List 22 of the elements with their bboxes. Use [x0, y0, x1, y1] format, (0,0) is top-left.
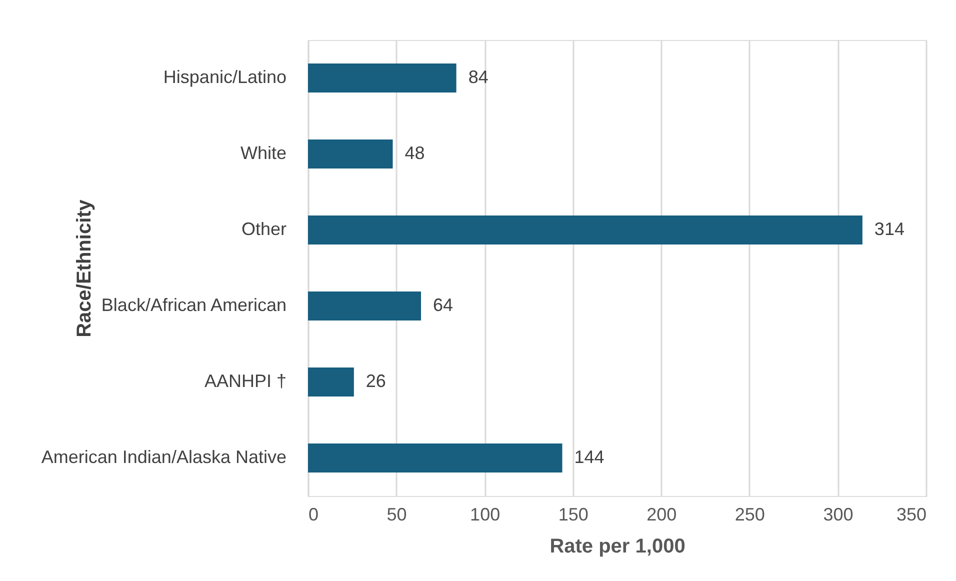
x-tick-label: 100 — [470, 504, 500, 524]
x-tick-label: 0 — [308, 504, 319, 524]
x-tick-label: 350 — [896, 504, 926, 524]
x-axis-title: Rate per 1,000 — [550, 536, 686, 558]
data-label: 26 — [366, 371, 386, 391]
x-tick-label: 250 — [734, 504, 765, 524]
data-label: 64 — [433, 295, 454, 315]
data-label: 144 — [574, 447, 604, 467]
y-tick-label: American Indian/Alaska Native — [41, 447, 286, 467]
x-tick-label: 50 — [386, 504, 407, 524]
y-tick-label: Hispanic/Latino — [163, 67, 286, 87]
data-label: 314 — [874, 219, 904, 239]
y-tick-label: Black/African American — [101, 295, 286, 315]
y-tick-label: AANHPI † — [204, 371, 286, 391]
x-tick-label: 200 — [646, 504, 677, 524]
y-axis-title: Race/Ethnicity — [74, 198, 96, 338]
data-label: 48 — [404, 143, 425, 163]
y-tick-label: Other — [241, 219, 286, 239]
x-tick-label: 150 — [558, 504, 588, 524]
x-tick-label: 300 — [823, 504, 854, 524]
y-tick-label: White — [240, 143, 286, 163]
data-label: 84 — [468, 67, 488, 87]
